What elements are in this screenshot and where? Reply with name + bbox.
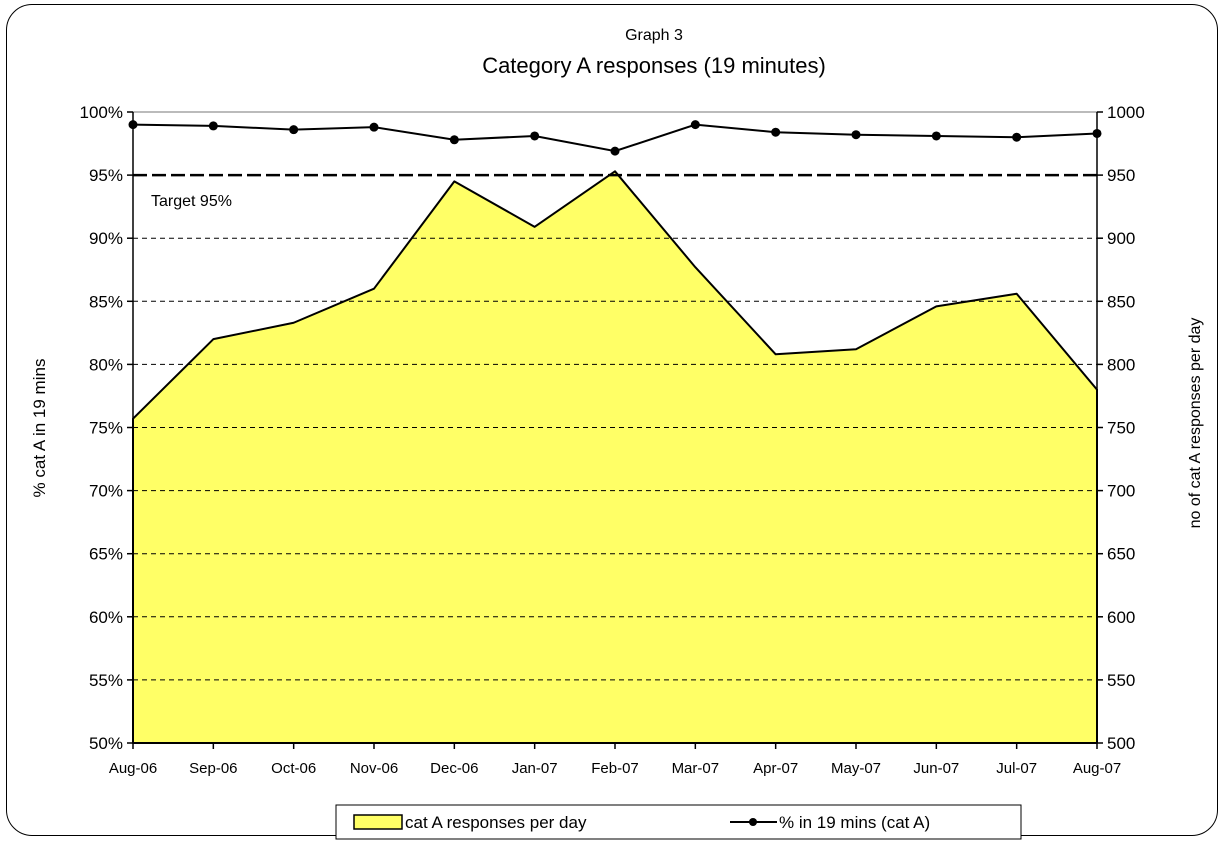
x-tick-label: Jul-07 — [996, 760, 1037, 777]
legend-line-marker — [749, 818, 757, 826]
right-tick-label: 500 — [1107, 734, 1135, 753]
left-tick-label: 55% — [89, 671, 123, 690]
left-tick-label: 50% — [89, 734, 123, 753]
right-axis-label: no of cat A responses per day — [1187, 318, 1204, 529]
x-tick-label: Nov-06 — [350, 760, 398, 777]
x-tick-label: Sep-06 — [189, 760, 237, 777]
line-point — [449, 135, 459, 145]
x-tick-label: Aug-06 — [109, 760, 157, 777]
legend-area-label: cat A responses per day — [405, 813, 587, 832]
right-tick-label: 600 — [1107, 608, 1135, 627]
chart-title: Category A responses (19 minutes) — [482, 53, 826, 78]
target-label: Target 95% — [151, 193, 232, 210]
right-tick-label: 750 — [1107, 419, 1135, 438]
line-point — [851, 130, 861, 140]
left-tick-label: 80% — [89, 355, 123, 374]
left-tick-label: 95% — [89, 166, 123, 185]
right-tick-label: 650 — [1107, 545, 1135, 564]
x-tick-label: Jan-07 — [512, 760, 558, 777]
left-tick-label: 75% — [89, 419, 123, 438]
line-point — [931, 131, 941, 141]
x-tick-label: Dec-06 — [430, 760, 478, 777]
legend: cat A responses per day % in 19 mins (ca… — [335, 804, 1022, 840]
line-point — [369, 122, 379, 132]
right-tick-label: 800 — [1107, 355, 1135, 374]
line-point — [289, 125, 299, 135]
left-tick-label: 60% — [89, 608, 123, 627]
left-tick-label: 85% — [89, 292, 123, 311]
x-tick-label: Jun-07 — [913, 760, 959, 777]
line-point — [771, 127, 781, 137]
line-point — [1012, 132, 1022, 142]
right-tick-label: 950 — [1107, 166, 1135, 185]
right-tick-label: 700 — [1107, 482, 1135, 501]
line-point — [208, 121, 218, 131]
legend-line-label: % in 19 mins (cat A) — [779, 813, 930, 832]
x-tick-label: Apr-07 — [753, 760, 798, 777]
left-tick-label: 70% — [89, 482, 123, 501]
line-point — [610, 146, 620, 156]
x-tick-label: Feb-07 — [591, 760, 639, 777]
line-point — [530, 131, 540, 141]
legend-box — [335, 804, 1022, 840]
x-tick-label: Oct-06 — [271, 760, 316, 777]
area-series-cat-a-responses — [132, 170, 1098, 744]
left-tick-label: 65% — [89, 545, 123, 564]
right-tick-label: 850 — [1107, 292, 1135, 311]
left-tick-label: 100% — [80, 103, 123, 122]
chart-supertitle: Graph 3 — [625, 27, 683, 44]
line-point — [690, 120, 700, 130]
x-tick-label: Aug-07 — [1073, 760, 1121, 777]
left-tick-label: 90% — [89, 229, 123, 248]
right-tick-label: 900 — [1107, 229, 1135, 248]
x-tick-label: Mar-07 — [672, 760, 720, 777]
legend-area-swatch — [353, 814, 403, 830]
x-tick-label: May-07 — [831, 760, 881, 777]
left-axis-label: % cat A in 19 mins — [30, 359, 49, 498]
right-tick-label: 1000 — [1107, 103, 1145, 122]
right-tick-label: 550 — [1107, 671, 1135, 690]
